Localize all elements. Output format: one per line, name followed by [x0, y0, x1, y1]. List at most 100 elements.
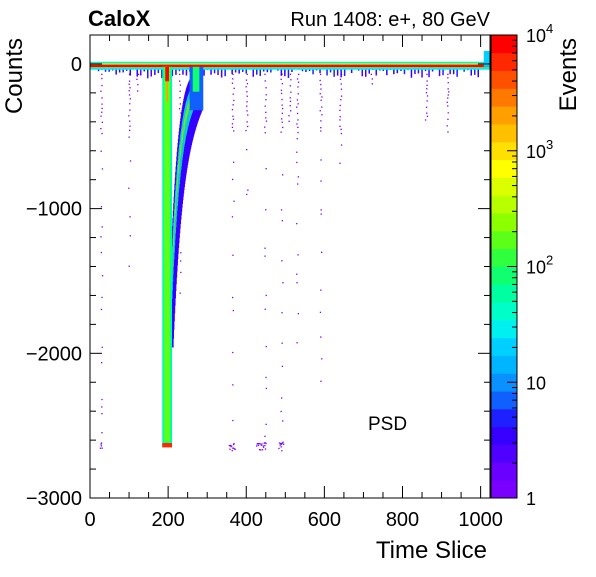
scatter-point — [446, 125, 448, 127]
floor-point — [259, 443, 261, 445]
baseline-dip — [136, 66, 138, 77]
scatter-point — [101, 398, 103, 401]
baseline-dip — [474, 66, 476, 75]
floor-point — [99, 447, 102, 449]
baseline-dip — [280, 66, 283, 76]
scatter-point — [340, 144, 343, 146]
scatter-point — [265, 94, 267, 96]
floor-point — [101, 447, 103, 449]
scatter-point — [297, 126, 299, 128]
baseline-band-core — [90, 64, 490, 68]
baseline-dip — [386, 66, 388, 76]
colorbar-segment — [491, 35, 517, 54]
baseline-dip — [442, 66, 444, 76]
colorbar-segment — [491, 391, 517, 410]
scatter-point — [280, 209, 283, 211]
scatter-point — [265, 120, 268, 122]
scatter-point — [233, 200, 235, 202]
scatter-point — [447, 73, 449, 75]
scatter-point — [137, 90, 139, 92]
scatter-point — [179, 73, 181, 75]
scatter-point — [282, 420, 284, 422]
scatter-point — [340, 128, 342, 130]
scatter-point — [246, 101, 248, 103]
scatter-point — [320, 213, 322, 215]
baseline-dip — [396, 66, 399, 74]
scatter-point — [101, 132, 103, 135]
scatter-point — [319, 73, 322, 75]
scatter-point — [296, 78, 299, 80]
scatter-point — [282, 107, 284, 110]
baseline-dip — [375, 66, 377, 76]
scatter-point — [424, 119, 427, 121]
scatter-point — [231, 109, 234, 111]
y-tick-label: 0 — [71, 54, 82, 76]
scatter-point — [297, 313, 299, 315]
scatter-point — [297, 93, 299, 95]
scatter-point — [282, 282, 284, 284]
scatter-point — [129, 216, 131, 218]
main-pulse-core — [166, 66, 169, 102]
scatter-point — [448, 91, 450, 93]
scatter-point — [280, 89, 283, 91]
scatter-point — [101, 168, 104, 170]
scatter-point — [100, 115, 102, 117]
scatter-point — [179, 292, 181, 294]
baseline-dip — [252, 66, 254, 77]
scatter-point — [100, 90, 102, 92]
floor-point — [231, 445, 233, 447]
scatter-point — [296, 342, 298, 344]
scatter-point — [231, 123, 234, 125]
scatter-point — [101, 275, 104, 277]
x-axis-label: Time Slice — [376, 537, 487, 564]
scatter-point — [340, 95, 343, 97]
colorbar-segment — [491, 337, 517, 356]
scatter-point — [128, 83, 130, 85]
baseline-dip — [477, 66, 479, 78]
baseline-dip — [220, 66, 223, 78]
scatter-point — [265, 294, 267, 297]
scatter-point — [281, 443, 283, 445]
scatter-point — [282, 174, 284, 176]
x-tick-label: 400 — [230, 509, 263, 531]
scatter-point — [233, 161, 235, 163]
scatter-point — [264, 308, 266, 310]
scatter-point — [264, 247, 266, 249]
scatter-point — [101, 226, 103, 228]
scatter-point — [246, 83, 249, 85]
baseline-dip — [368, 66, 370, 74]
baseline-dip — [421, 66, 423, 78]
scatter-point — [246, 110, 248, 112]
y-tick-label: −2000 — [26, 343, 82, 365]
floor-point — [281, 442, 284, 444]
scatter-point — [426, 115, 429, 117]
scatter-point — [281, 121, 283, 123]
baseline-dip — [185, 66, 188, 76]
scatter-point — [232, 419, 234, 422]
scatter-point — [281, 112, 283, 114]
scatter-point — [100, 128, 102, 130]
scatter-point — [340, 132, 343, 135]
scatter-point — [128, 94, 131, 96]
scatter-point — [232, 78, 234, 80]
scatter-point — [231, 216, 234, 218]
floor-point — [281, 450, 283, 452]
scatter-point — [101, 362, 103, 364]
scatter-point — [101, 346, 103, 348]
scatter-point — [129, 109, 131, 111]
scatter-point — [297, 131, 299, 134]
scatter-point — [246, 105, 248, 107]
colorbar-segment — [491, 88, 517, 107]
scatter-point — [246, 73, 248, 75]
baseline-dip — [410, 66, 413, 78]
scatter-point — [321, 106, 323, 108]
floor-point — [263, 446, 265, 448]
scatter-point — [265, 387, 267, 390]
colorbar-segment — [491, 444, 517, 463]
scatter-point — [180, 252, 182, 254]
scatter-point — [339, 104, 341, 107]
scatter-point — [426, 100, 428, 102]
z-tick-label: 102 — [526, 253, 553, 278]
main-pulse-mid — [164, 66, 171, 442]
